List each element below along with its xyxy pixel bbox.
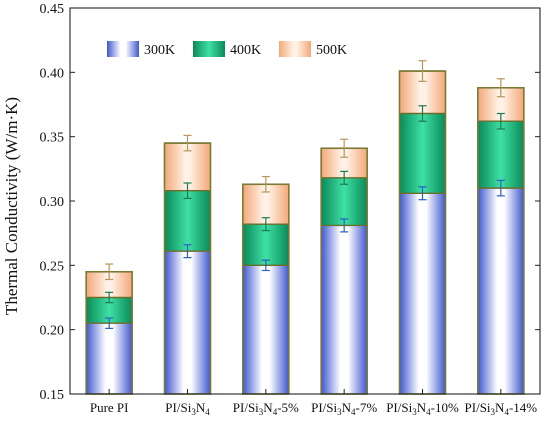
x-tick-label-4: PI/Si3N4-10% (386, 400, 459, 417)
y-axis-label: Thermal Conductivity (W/m·K) (2, 97, 21, 315)
bar-300k-1 (164, 251, 211, 394)
legend-label-300k: 300K (144, 43, 175, 58)
y-tick-label-3: 0.30 (40, 195, 65, 210)
bar-300k-5 (477, 188, 524, 394)
x-tick-label-2: PI/Si3N4-5% (233, 400, 299, 417)
bar-300k-4 (399, 193, 446, 394)
legend-swatch-500k (279, 41, 311, 57)
x-tick-label-5: PI/Si3N4-14% (465, 400, 538, 417)
bar-300k-2 (242, 265, 289, 394)
legend-label-400k: 400K (230, 43, 261, 58)
x-tick-label-3: PI/Si3N4-7% (311, 400, 377, 417)
y-tick-label-1: 0.20 (40, 324, 65, 339)
y-tick-label-2: 0.25 (40, 259, 65, 274)
bars-layer: Pure PI PI/Si3N4 PI/Si3N4-5% PI/Si3N4-7% PI/… (85, 70, 538, 417)
legend-label-500k: 500K (316, 43, 347, 58)
bar-300k-0 (86, 323, 133, 394)
legend: 300K 400K 500K (107, 41, 347, 58)
x-tick-label-0: Pure PI (90, 400, 129, 415)
bar-300k-3 (321, 225, 368, 394)
x-tick-label-1: PI/Si3N4 (165, 400, 210, 417)
y-tick-label-0: 0.15 (40, 388, 65, 403)
y-tick-label-5: 0.40 (40, 66, 65, 81)
y-tick-label-6: 0.45 (40, 2, 65, 17)
plot-frame (69, 7, 541, 395)
error-bars-layer (105, 60, 505, 329)
y-tick-label-4: 0.35 (40, 131, 65, 146)
axes-layer: 0.15 0.20 0.25 0.30 0.35 0.40 0.45 (40, 2, 541, 403)
legend-swatch-300k (107, 41, 139, 57)
legend-swatch-400k (193, 41, 225, 57)
